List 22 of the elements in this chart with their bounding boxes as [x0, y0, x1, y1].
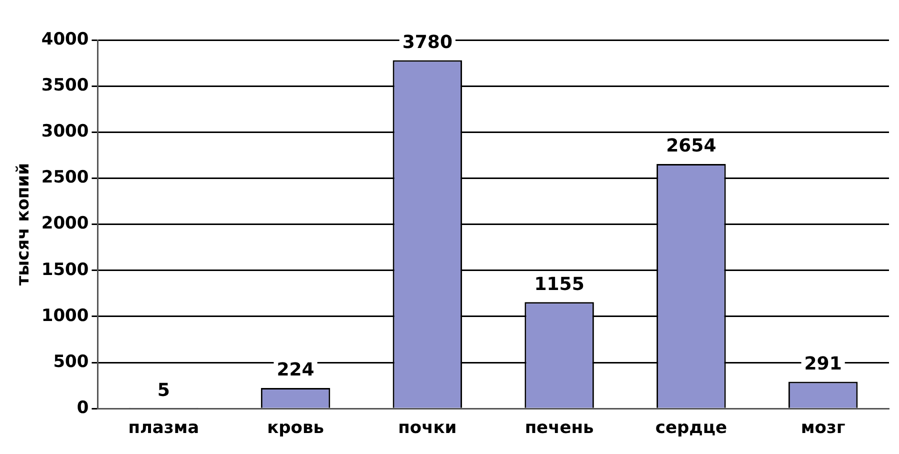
data-label: 3780 [402, 32, 452, 53]
y-tick-label: 1000 [41, 306, 89, 326]
x-tick-label: сердце [655, 418, 727, 438]
y-tick-label: 1500 [41, 260, 89, 280]
y-tick-label: 2500 [41, 168, 89, 188]
data-label: 224 [276, 360, 314, 381]
data-label: 1155 [534, 274, 584, 295]
data-label: 5 [157, 380, 170, 401]
x-tick-label: кровь [267, 418, 324, 438]
x-tick-label: мозг [800, 418, 846, 438]
y-tick-label: 2000 [41, 214, 89, 234]
data-label: 2654 [666, 136, 716, 157]
x-tick-label: плазма [128, 418, 200, 438]
data-label: 291 [804, 353, 842, 374]
y-tick-label: 4000 [41, 29, 89, 50]
x-tick-label: печень [524, 418, 594, 438]
y-axis-title: тысяч копий [14, 162, 34, 286]
y-tick-label: 500 [53, 352, 89, 372]
y-tick-label: 3000 [41, 122, 89, 142]
y-tick-label: 0 [76, 398, 89, 418]
y-tick-label: 3500 [41, 75, 89, 96]
x-tick-label: почки [398, 418, 457, 438]
